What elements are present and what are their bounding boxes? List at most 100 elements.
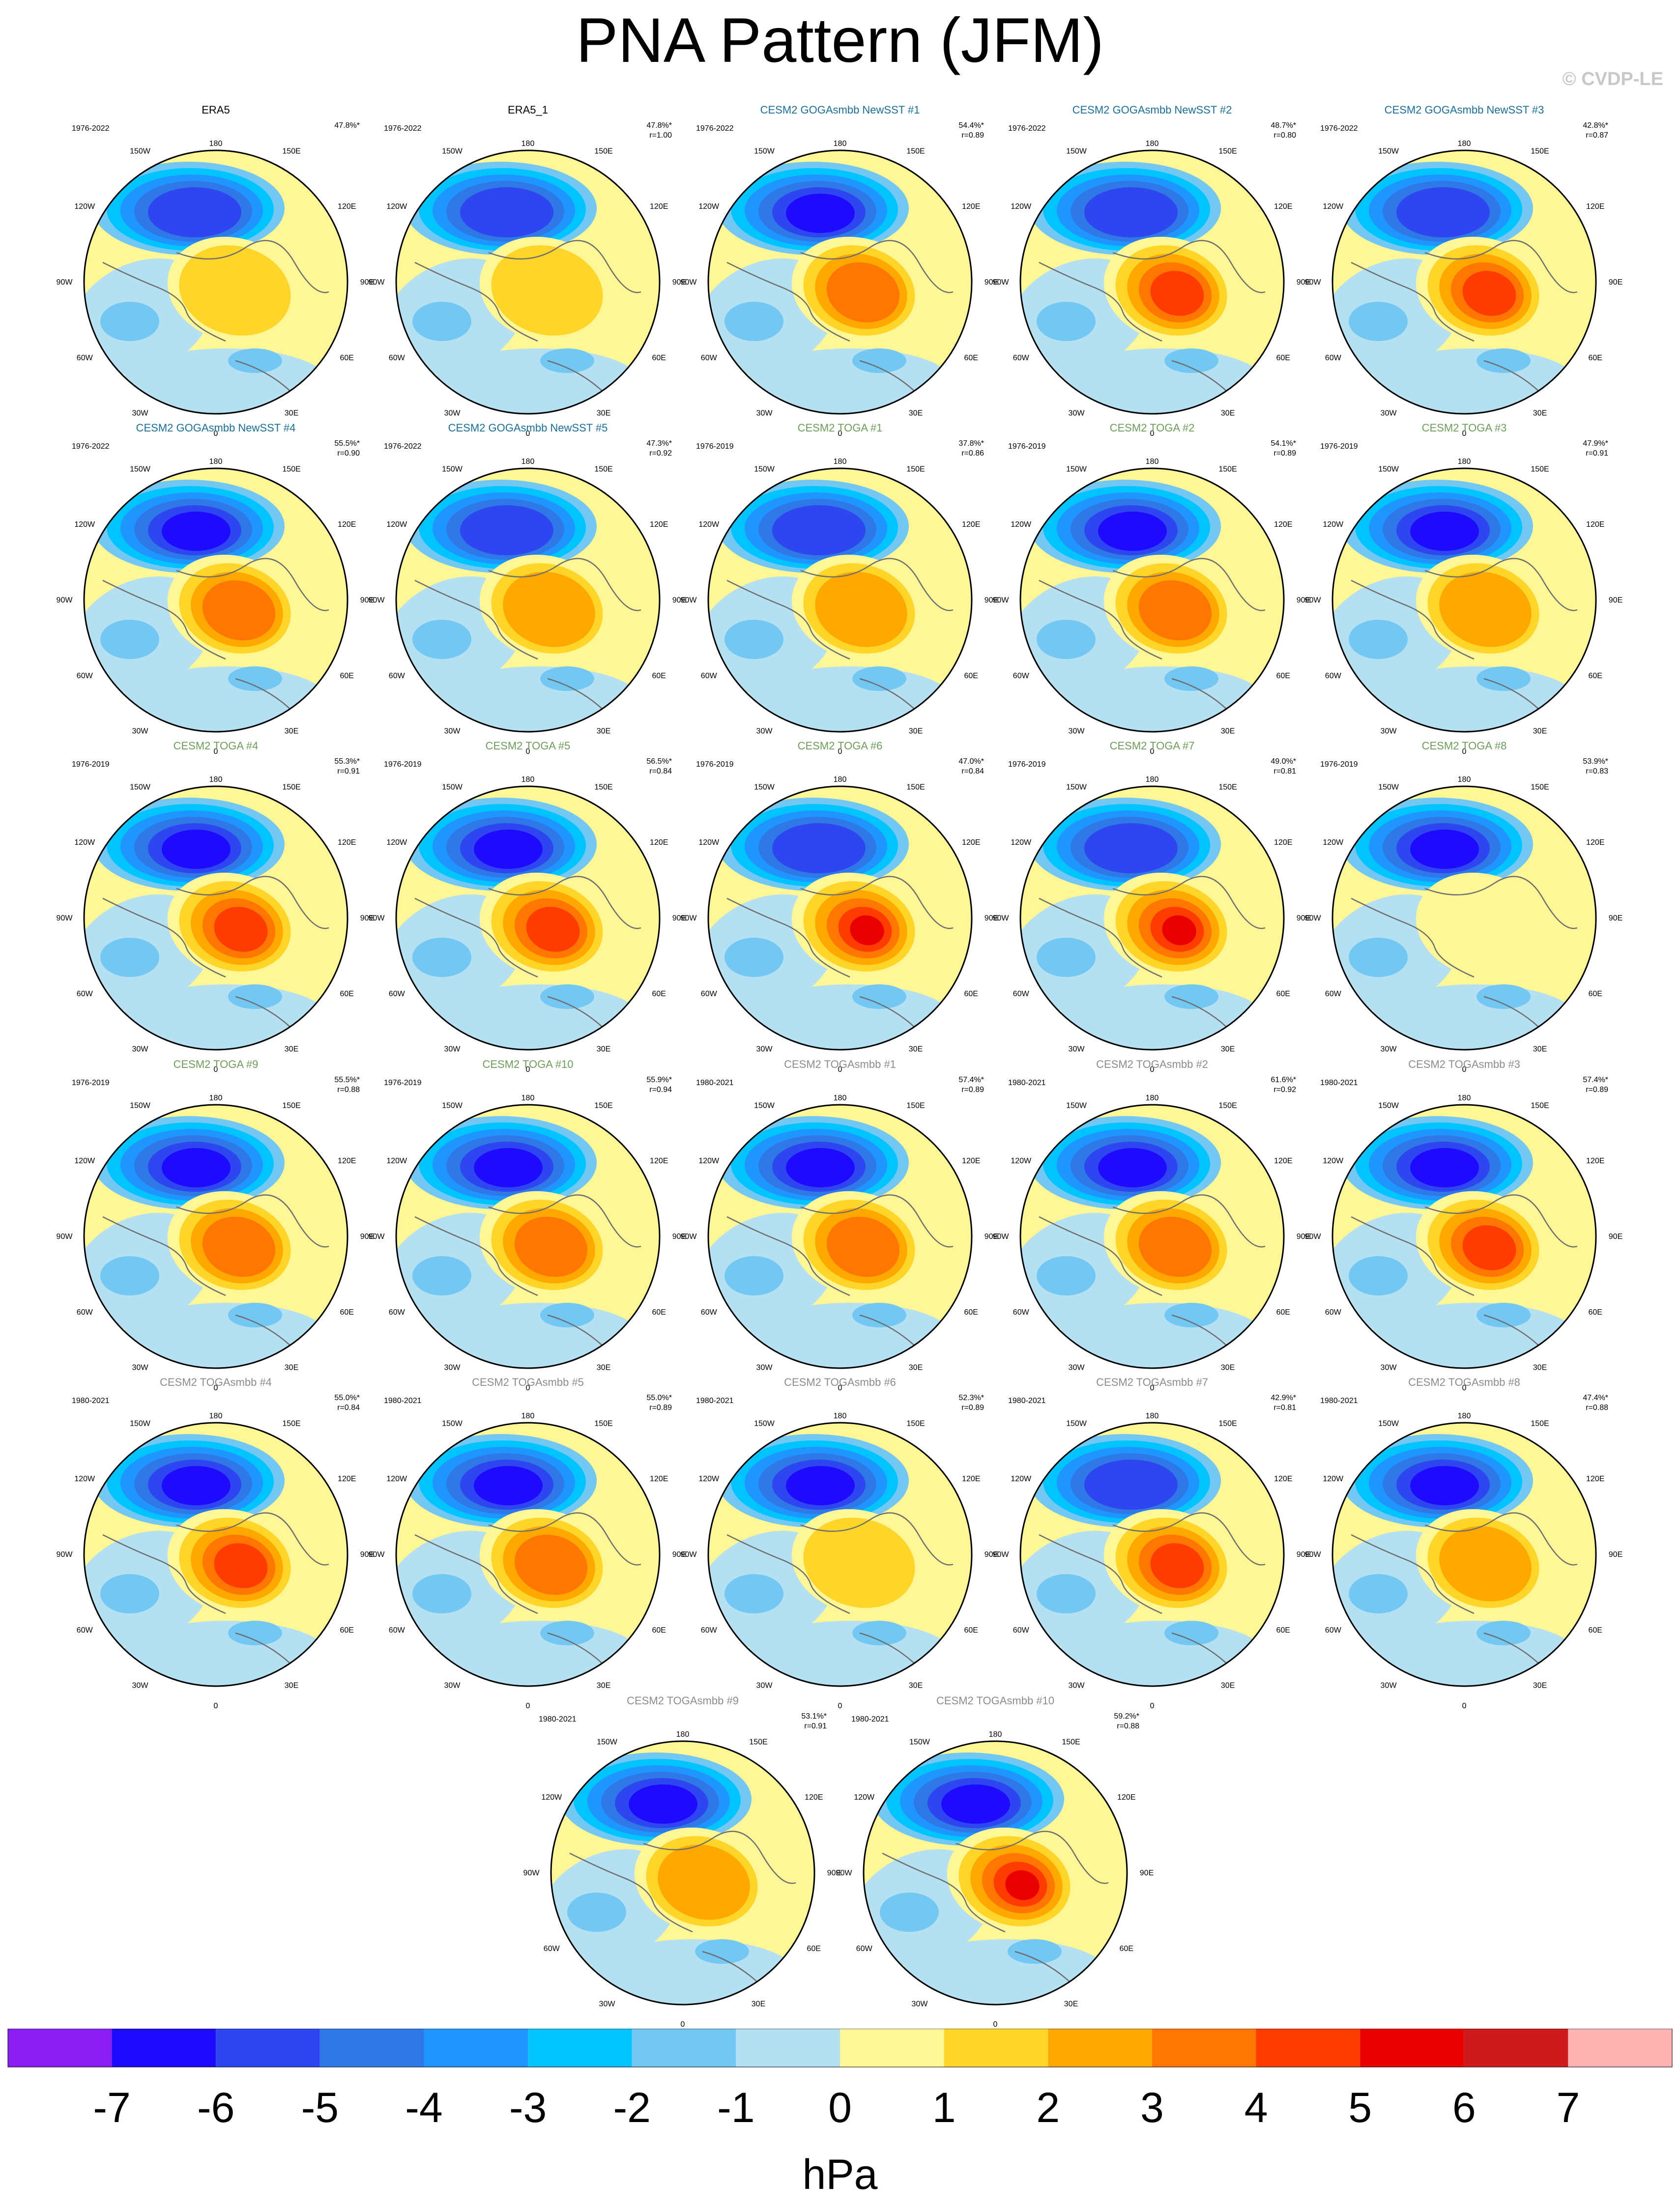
map-field bbox=[84, 1423, 348, 1686]
coastline bbox=[1039, 876, 1266, 1032]
lon-label-120e: 120E bbox=[1274, 1475, 1292, 1483]
lon-label-180: 180 bbox=[1146, 1412, 1159, 1420]
lon-label-150w: 150W bbox=[130, 1419, 151, 1428]
panel-correlation: r=0.91 bbox=[337, 767, 360, 775]
lon-label-150e: 150E bbox=[1218, 1101, 1237, 1110]
lon-label-150w: 150W bbox=[1378, 1419, 1399, 1428]
panel-correlation: r=0.89 bbox=[1586, 1086, 1608, 1094]
lon-label-30w: 30W bbox=[756, 1682, 773, 1690]
lon-label-150w: 150W bbox=[597, 1738, 618, 1746]
lon-label-60w: 60W bbox=[856, 1945, 873, 1953]
lon-label-90w: 90W bbox=[681, 914, 697, 922]
panel-title: CESM2 TOGAsmbb #2 bbox=[1096, 1058, 1208, 1070]
map-field bbox=[1332, 468, 1596, 732]
colorbar: -7 -6 -5 -4 -3 -2 -1 0 1 2 3 4 5 6 7 bbox=[7, 2029, 1673, 2131]
lon-label-90w: 90W bbox=[57, 914, 73, 922]
lon-label-30e: 30E bbox=[597, 1045, 610, 1054]
lon-label-90w: 90W bbox=[369, 278, 385, 287]
map-border bbox=[707, 467, 973, 733]
map-panel: 180 150E 120E 90E 60E 30E 0 30W 60W 90W 120W 150W CE… bbox=[523, 1694, 841, 2029]
map-panel: 180 150E 120E 90E 60E 30E 0 30W 60W 90W 120W 150W CE… bbox=[993, 104, 1311, 438]
panel-correlation: r=0.90 bbox=[337, 449, 360, 458]
lon-label-60e: 60E bbox=[1276, 354, 1290, 362]
lon-label-30w: 30W bbox=[1381, 727, 1397, 736]
lon-label-30w: 30W bbox=[1069, 1045, 1085, 1054]
coastline bbox=[1351, 240, 1578, 396]
lon-label-150e: 150E bbox=[1531, 1101, 1549, 1110]
lon-label-30e: 30E bbox=[1221, 1682, 1235, 1690]
colorbar-tick-label: -2 bbox=[613, 2084, 651, 2131]
lon-label-30e: 30E bbox=[752, 2000, 765, 2009]
panel-period: 1976-2022 bbox=[72, 442, 110, 451]
colorbar-frame bbox=[7, 2029, 1673, 2067]
lon-label-90e: 90E bbox=[1297, 278, 1310, 287]
map-field bbox=[396, 1423, 660, 1686]
lon-label-120w: 120W bbox=[1011, 1475, 1032, 1483]
panel-title: CESM2 TOGAsmbb #1 bbox=[784, 1058, 896, 1070]
panel-title: CESM2 TOGA #10 bbox=[482, 1058, 573, 1070]
lon-label-150w: 150W bbox=[754, 783, 775, 791]
panel-period: 1976-2022 bbox=[696, 124, 734, 133]
lon-label-150e: 150E bbox=[1531, 465, 1549, 473]
lon-label-60e: 60E bbox=[1589, 1626, 1602, 1635]
panel-variance: 47.3%* bbox=[646, 439, 672, 448]
lon-label-90e: 90E bbox=[360, 1233, 374, 1241]
map-field bbox=[1020, 150, 1284, 414]
panel-correlation: r=0.91 bbox=[1586, 449, 1608, 458]
map-border bbox=[707, 1104, 973, 1369]
map-field bbox=[708, 786, 972, 1050]
map-field bbox=[84, 1105, 348, 1368]
lon-label-120e: 120E bbox=[805, 1793, 823, 1802]
colorbar-tick-label: 2 bbox=[1036, 2084, 1060, 2131]
panel-period: 1976-2019 bbox=[384, 1079, 422, 1087]
map-panel: 180 150E 120E 90E 60E 30E 0 30W 60W 90W 120W 150W CE… bbox=[369, 740, 687, 1074]
lon-label-60e: 60E bbox=[1276, 990, 1290, 998]
panel-variance: 59.2%* bbox=[1114, 1712, 1139, 1721]
panel-period: 1980-2021 bbox=[384, 1397, 422, 1405]
map-border bbox=[1019, 149, 1285, 415]
panel-period: 1976-2019 bbox=[1008, 442, 1046, 451]
lon-label-120w: 120W bbox=[74, 838, 95, 847]
map-border bbox=[707, 1422, 973, 1687]
lon-label-60w: 60W bbox=[1325, 1308, 1342, 1317]
map-field bbox=[1332, 1423, 1596, 1686]
lon-label-180: 180 bbox=[1458, 458, 1471, 466]
coastline bbox=[569, 1831, 796, 1986]
coastline bbox=[1351, 558, 1578, 714]
lon-label-0: 0 bbox=[526, 1065, 530, 1074]
lon-label-60e: 60E bbox=[964, 1308, 978, 1317]
lon-label-90e: 90E bbox=[985, 278, 998, 287]
coastline bbox=[1351, 1194, 1578, 1350]
panel-title: CESM2 TOGA #4 bbox=[174, 740, 259, 752]
lon-label-30e: 30E bbox=[1221, 409, 1235, 418]
lon-label-180: 180 bbox=[834, 458, 847, 466]
lon-label-150e: 150E bbox=[282, 147, 300, 155]
lon-label-60w: 60W bbox=[1325, 354, 1342, 362]
panel-period: 1980-2021 bbox=[851, 1715, 889, 1723]
lon-label-120w: 120W bbox=[74, 1475, 95, 1483]
lon-label-120e: 120E bbox=[962, 520, 980, 529]
lon-label-90e: 90E bbox=[672, 1233, 686, 1241]
lon-label-120w: 120W bbox=[1011, 838, 1032, 847]
lon-label-90e: 90E bbox=[360, 278, 374, 287]
lon-label-120e: 120E bbox=[1274, 520, 1292, 529]
map-field bbox=[84, 468, 348, 732]
lon-label-30e: 30E bbox=[1533, 727, 1547, 736]
lon-label-60w: 60W bbox=[701, 990, 718, 998]
colorbar-swatch bbox=[1256, 2029, 1361, 2067]
lon-label-90e: 90E bbox=[1140, 1869, 1154, 1877]
map-field bbox=[1020, 1105, 1284, 1368]
lon-label-150w: 150W bbox=[442, 783, 463, 791]
map-field bbox=[84, 786, 348, 1050]
lon-label-150w: 150W bbox=[130, 783, 151, 791]
colorbar-swatch bbox=[8, 2029, 112, 2067]
lon-label-60e: 60E bbox=[964, 1626, 978, 1635]
lon-label-150w: 150W bbox=[1066, 1101, 1087, 1110]
panel-period: 1976-2019 bbox=[384, 760, 422, 769]
lon-label-30w: 30W bbox=[1069, 1364, 1085, 1372]
lon-label-0: 0 bbox=[681, 2020, 685, 2029]
colorbar-swatch bbox=[528, 2029, 632, 2067]
lon-label-60w: 60W bbox=[77, 1308, 93, 1317]
map-border bbox=[83, 467, 348, 733]
lon-label-180: 180 bbox=[209, 775, 223, 784]
